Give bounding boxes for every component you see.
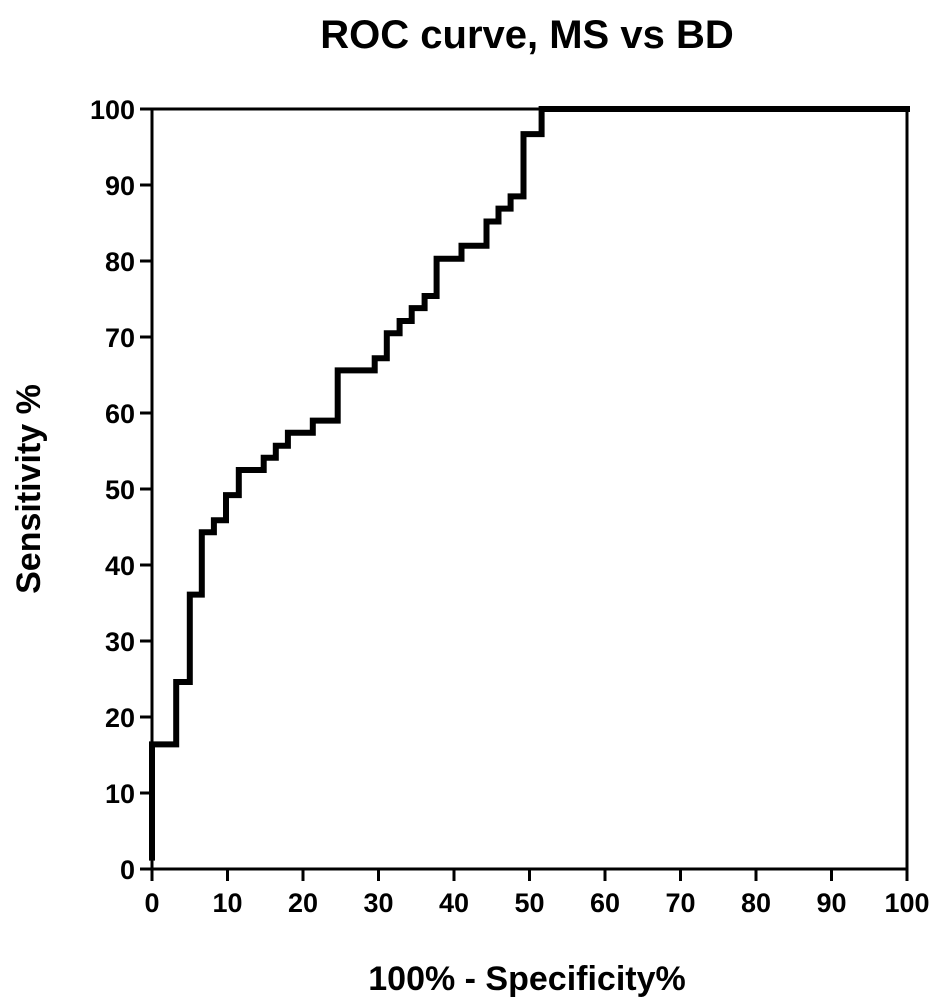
y-axis-ticks: 0 10 20 30 40 50 60 70 80 90 100 (90, 95, 152, 885)
y-tick-label: 90 (105, 171, 135, 201)
y-tick-label: 10 (105, 779, 135, 809)
x-tick-label: 0 (144, 888, 159, 918)
roc-curve-line (149, 106, 910, 861)
x-tick-label: 100 (884, 888, 929, 918)
x-axis-ticks: 0 10 20 30 40 50 60 70 80 90 100 (144, 869, 930, 918)
y-tick-label: 50 (105, 475, 135, 505)
x-tick-label: 70 (665, 888, 695, 918)
x-tick-label: 20 (288, 888, 318, 918)
y-tick-label: 100 (90, 95, 135, 125)
y-tick-label: 40 (105, 551, 135, 581)
y-tick-label: 30 (105, 627, 135, 657)
y-tick-label: 0 (120, 855, 135, 885)
x-tick-label: 50 (514, 888, 544, 918)
y-axis-label: Sensitivity % (10, 384, 48, 594)
x-tick-label: 60 (590, 888, 620, 918)
y-tick-label: 70 (105, 323, 135, 353)
plot-area: 0 10 20 30 40 50 60 70 80 90 100 0 10 20 30 40 50 60 70 80… (90, 95, 930, 918)
x-tick-label: 10 (212, 888, 242, 918)
plot-frame (150, 107, 909, 871)
x-tick-label: 40 (439, 888, 469, 918)
y-tick-label: 80 (105, 247, 135, 277)
x-tick-label: 30 (363, 888, 393, 918)
x-tick-label: 90 (816, 888, 846, 918)
x-tick-label: 80 (741, 888, 771, 918)
chart-title: ROC curve, MS vs BD (320, 13, 733, 57)
y-tick-label: 20 (105, 703, 135, 733)
x-axis-label: 100% - Specificity% (368, 960, 685, 998)
y-tick-label: 60 (105, 399, 135, 429)
